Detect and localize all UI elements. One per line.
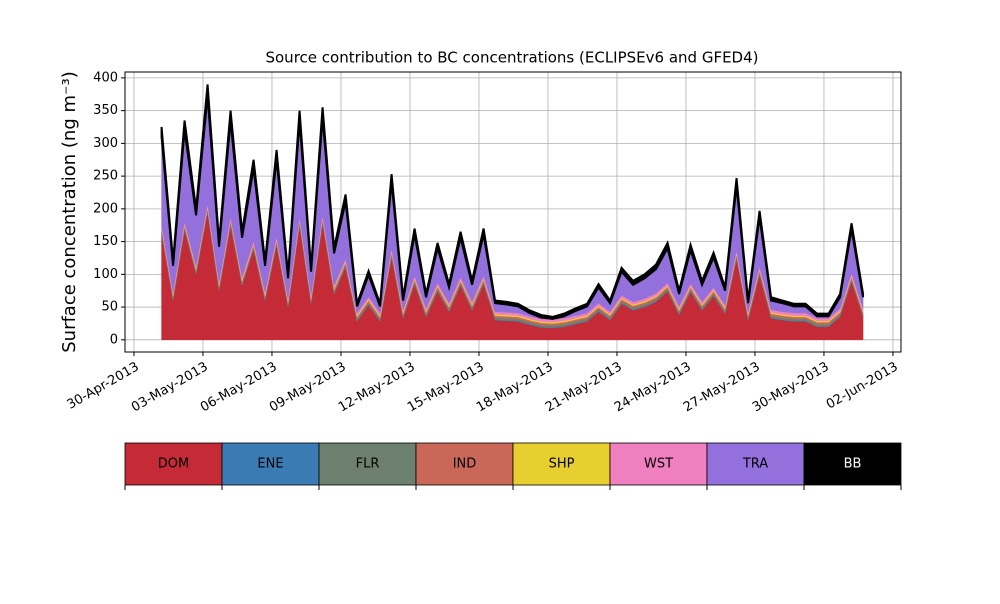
- y-tick-label: 350: [93, 103, 118, 118]
- y-tick-label: 400: [93, 70, 118, 85]
- legend-swatch: [609, 442, 708, 486]
- x-tick-label: 18-May-2013: [474, 360, 556, 416]
- legend-swatch: [803, 442, 902, 486]
- x-tick-label: 27-May-2013: [681, 360, 763, 416]
- legend-swatch: [318, 442, 417, 486]
- legend-label: ENE: [257, 457, 283, 472]
- x-tick-label: 21-May-2013: [543, 360, 625, 416]
- legend-label: TRA: [742, 457, 768, 472]
- x-tick-label: 09-May-2013: [267, 360, 349, 416]
- y-tick-label: 200: [93, 201, 118, 216]
- legend-swatch: [221, 442, 320, 486]
- x-tick-label: 24-May-2013: [612, 360, 694, 416]
- x-tick-label: 06-May-2013: [198, 360, 280, 416]
- plot-area: [125, 72, 901, 352]
- legend: DOM ENE FLR IND SHP WST TRA BB: [124, 442, 902, 490]
- legend-swatch: [124, 442, 223, 486]
- axes-frame: [124, 71, 902, 353]
- chart-title: Source contribution to BC concentrations…: [265, 49, 758, 67]
- x-tick-label: 12-May-2013: [336, 360, 418, 416]
- area: [160, 84, 865, 320]
- y-tick-label: 250: [93, 169, 118, 184]
- legend-swatch: [512, 442, 611, 486]
- legend-label: BB: [844, 457, 862, 472]
- legend-swatch: [706, 442, 805, 486]
- legend-label: DOM: [158, 457, 189, 472]
- y-tick-label: 100: [93, 267, 118, 282]
- y-tick-label: 0: [110, 332, 118, 347]
- legend-swatch: [415, 442, 514, 486]
- y-tick-label: 150: [93, 234, 118, 249]
- x-tick-label: 02-Jun-2013: [824, 360, 901, 413]
- legend-label: FLR: [356, 457, 380, 472]
- y-axis-label: Surface concentration (ng m⁻³): [59, 71, 80, 353]
- y-tick-label: 300: [93, 136, 118, 151]
- legend-label: SHP: [549, 457, 575, 472]
- legend-label: IND: [453, 457, 477, 472]
- y-tick-label: 50: [101, 300, 118, 315]
- x-tick-label: 30-May-2013: [750, 360, 832, 416]
- legend-label: WST: [644, 457, 673, 472]
- x-tick-label: 15-May-2013: [405, 360, 487, 416]
- x-tick-label: 03-May-2013: [129, 360, 211, 416]
